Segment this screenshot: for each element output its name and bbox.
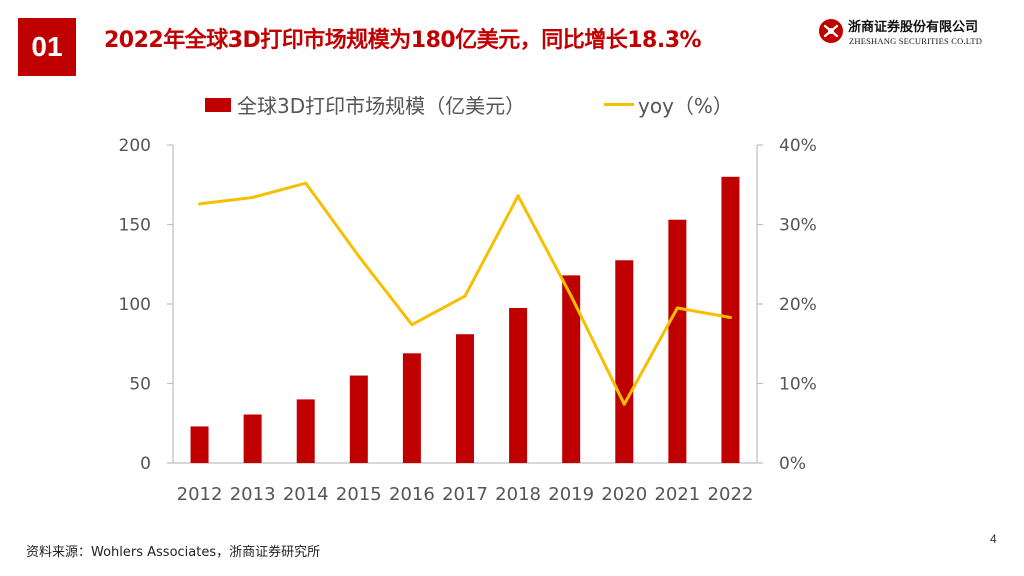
bar-2015 — [349, 375, 368, 463]
y-right-tick-label: 30% — [779, 216, 817, 236]
x-tick-label: 2017 — [442, 484, 488, 505]
bar-2018 — [509, 307, 528, 463]
y-right-tick-label: 20% — [779, 295, 817, 315]
y-left-tick-label: 50 — [129, 375, 151, 395]
yoy-point-2016 — [410, 323, 414, 327]
bar-2012 — [190, 426, 209, 463]
bar-2022 — [721, 176, 740, 464]
bar-2017 — [456, 334, 474, 463]
x-tick-label: 2013 — [230, 484, 276, 505]
source-note: 资料来源：Wohlers Associates，浙商证券研究所 — [26, 545, 321, 560]
page-number: 4 — [990, 532, 997, 546]
legend-bar-label: 全球3D打印市场规模（亿美元） — [237, 94, 526, 118]
page-title: 2022年全球3D打印市场规模为180亿美元，同比增长18.3% — [104, 28, 702, 53]
x-tick-label: 2022 — [708, 484, 754, 505]
yoy-point-2013 — [251, 195, 255, 199]
y-right-tick-label: 10% — [779, 375, 817, 395]
zheshang-logo-icon — [819, 19, 843, 43]
yoy-point-2022 — [728, 316, 732, 320]
y-left-tick-label: 100 — [119, 295, 151, 315]
bar-2019 — [562, 275, 581, 463]
x-tick-label: 2020 — [601, 484, 647, 505]
bar-2020 — [615, 260, 634, 463]
yoy-point-2018 — [516, 194, 520, 198]
x-tick-label: 2015 — [336, 484, 382, 505]
x-tick-label: 2012 — [177, 484, 223, 505]
y-right-tick-label: 40% — [779, 136, 817, 156]
y-left-tick-label: 150 — [119, 216, 151, 236]
bar-2013 — [243, 414, 262, 463]
legend-line-swatch — [604, 103, 634, 106]
y-right-tick-label: 0% — [779, 454, 806, 474]
legend-line: yoy（%） — [604, 90, 733, 119]
yoy-point-2015 — [357, 254, 361, 258]
company-logo: 浙商证券股份有限公司 ZHESHANG SECURITIES CO.LTD — [818, 14, 1008, 54]
yoy-point-2012 — [198, 202, 202, 206]
yoy-point-2021 — [675, 306, 679, 310]
bar-2016 — [402, 353, 421, 463]
y-left-tick-label: 200 — [119, 136, 151, 156]
yoy-point-2014 — [304, 181, 308, 185]
yoy-point-2017 — [463, 294, 467, 298]
x-tick-label: 2019 — [548, 484, 594, 505]
logo-en-text: ZHESHANG SECURITIES CO.LTD — [849, 36, 983, 46]
yoy-point-2020 — [622, 402, 626, 406]
bar-2014 — [296, 399, 315, 463]
x-tick-label: 2014 — [283, 484, 329, 505]
bar-2021 — [668, 219, 687, 463]
x-tick-label: 2018 — [495, 484, 541, 505]
yoy-point-2019 — [569, 294, 573, 298]
x-tick-label: 2021 — [654, 484, 700, 505]
y-left-tick-label: 0 — [140, 454, 151, 474]
logo-cn-text: 浙商证券股份有限公司 — [848, 20, 979, 35]
legend-bar-swatch — [205, 97, 231, 112]
legend-line-label: yoy（%） — [638, 94, 733, 118]
x-tick-label: 2016 — [389, 484, 435, 505]
legend-bar: 全球3D打印市场规模（亿美元） — [205, 90, 525, 119]
slide-number-badge: 01 — [18, 18, 76, 76]
